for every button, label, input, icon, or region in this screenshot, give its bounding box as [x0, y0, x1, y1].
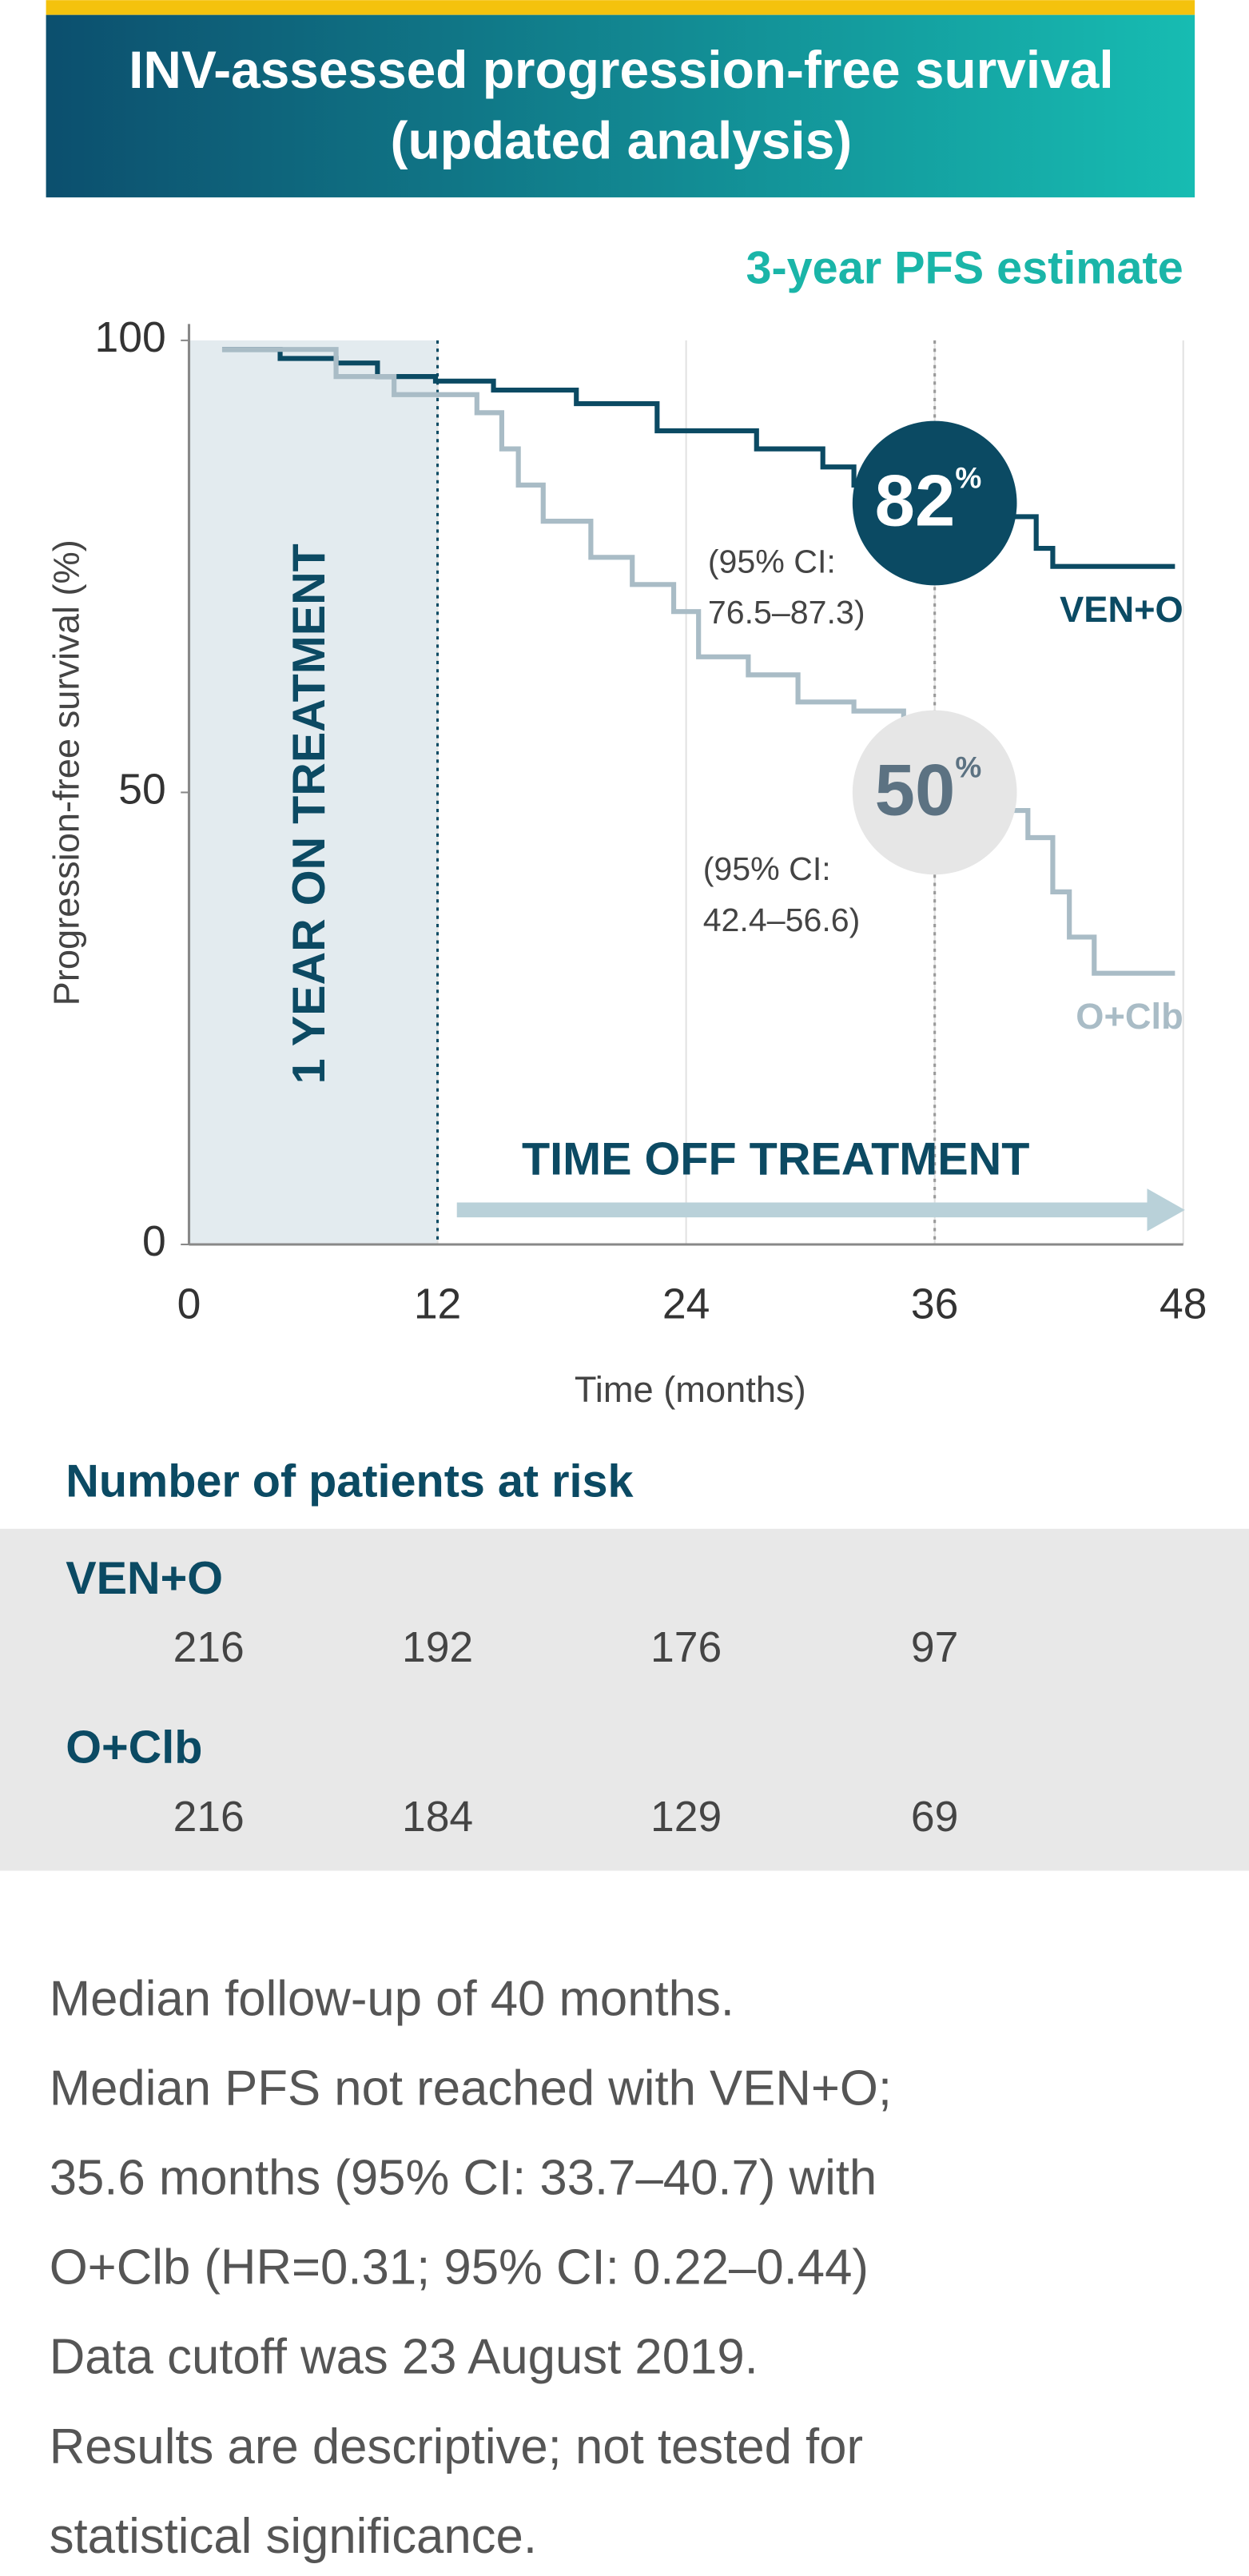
- y-tick-label: 50: [118, 766, 165, 814]
- x-tick-label: 12: [414, 1280, 461, 1328]
- y-axis-label: Progression-free survival (%): [46, 539, 86, 1005]
- x-tick-label: 0: [177, 1280, 201, 1328]
- ci-label: (95% CI:: [708, 543, 836, 579]
- estimate-number: 50: [875, 750, 956, 830]
- survival-curve: [221, 347, 1175, 976]
- risk-count: 176: [650, 1624, 722, 1671]
- estimate-heading: 3-year PFS estimate: [746, 243, 1183, 294]
- risk-band: [0, 1528, 1249, 1871]
- ci-label: 42.4–56.6): [703, 902, 861, 938]
- footnote: 35.6 months (95% CI: 33.7–40.7) with: [50, 2151, 877, 2206]
- footnote: O+Clb (HR=0.31; 95% CI: 0.22–0.44): [50, 2240, 869, 2295]
- risk-count: 184: [402, 1794, 473, 1841]
- footnote: Results are descriptive; not tested for: [50, 2419, 863, 2474]
- estimate-number: 82: [875, 461, 956, 542]
- risk-count: 216: [173, 1624, 245, 1671]
- series-label: O+Clb: [1076, 996, 1183, 1037]
- x-axis-label: Time (months): [575, 1369, 806, 1410]
- estimate-value: 50%: [875, 750, 982, 830]
- estimate-value: 82%: [875, 460, 982, 541]
- y-tick-label: 100: [94, 314, 165, 361]
- on-treatment-region: [189, 340, 438, 1245]
- footnote: Median PFS not reached with VEN+O;: [50, 2060, 892, 2116]
- ci-label: 76.5–87.3): [708, 594, 865, 631]
- risk-row-name: VEN+O: [66, 1553, 223, 1604]
- region-label: 1 YEAR ON TREATMENT: [284, 543, 335, 1084]
- footnote: Median follow-up of 40 months.: [50, 1971, 734, 2026]
- estimate-unit: %: [955, 750, 981, 783]
- estimate-unit: %: [955, 460, 981, 494]
- y-tick-label: 0: [142, 1218, 166, 1265]
- estimate-bubble: [852, 420, 1017, 586]
- arrow-label: TIME OFF TREATMENT: [522, 1133, 1029, 1184]
- footnote: statistical significance.: [50, 2509, 537, 2564]
- risk-count: 129: [650, 1794, 722, 1841]
- title: (updated analysis): [391, 111, 853, 170]
- x-tick-label: 48: [1160, 1280, 1207, 1328]
- risk-title: Number of patients at risk: [66, 1455, 634, 1507]
- footnote: Data cutoff was 23 August 2019.: [50, 2330, 758, 2385]
- title: INV-assessed progression-free survival: [129, 40, 1113, 99]
- risk-row-name: O+Clb: [66, 1722, 202, 1774]
- risk-count: 97: [911, 1624, 958, 1671]
- x-tick-label: 24: [662, 1280, 710, 1328]
- estimate-bubble: [852, 710, 1017, 875]
- risk-count: 69: [911, 1794, 958, 1841]
- ci-label: (95% CI:: [703, 850, 831, 887]
- banner: [46, 14, 1195, 197]
- series-label: VEN+O: [1060, 589, 1183, 630]
- risk-count: 216: [173, 1794, 245, 1841]
- risk-count: 192: [402, 1624, 473, 1671]
- arrow-head: [1147, 1188, 1185, 1232]
- x-tick-label: 36: [911, 1280, 958, 1328]
- banner-strip: [46, 0, 1195, 15]
